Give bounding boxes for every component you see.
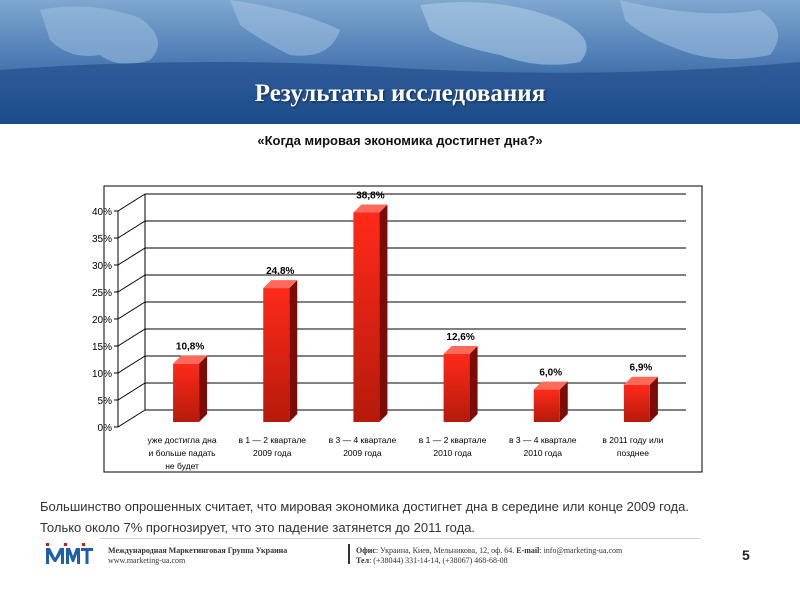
category-label-6: позднее (617, 448, 649, 458)
floor-edge (117, 409, 146, 428)
bar-chart: 0% 5% 10% 15% 20% 25% 30% 35% 40% 10,8% 24,8% 38,8… (92, 185, 703, 473)
y-tick-label: 10% (92, 369, 112, 380)
org-name: Международная Маркетинговая Группа Украи… (108, 546, 288, 555)
footer-organization: Международная Маркетинговая Группа Украи… (108, 546, 287, 566)
bar-front (533, 389, 560, 422)
bar-5 (533, 381, 568, 422)
data-label-2: 24,8% (266, 266, 294, 277)
data-label-3: 38,8% (356, 190, 384, 201)
data-label-6: 6,9% (630, 363, 653, 374)
y-tick-label: 20% (92, 315, 112, 326)
tel-label: Тел (356, 556, 370, 565)
gridline-diagonal (117, 301, 146, 320)
email-text[interactable]: : info@marketing-ua.com (539, 546, 623, 555)
slide-title: Результаты исследования (254, 80, 546, 107)
bar-side (559, 381, 568, 422)
office-label: Офис (356, 546, 376, 555)
y-tick-label: 0% (98, 423, 113, 434)
bar-4 (443, 345, 478, 422)
gridline-diagonal (117, 193, 146, 212)
category-label-1: не будет (165, 461, 199, 471)
bar-side (649, 376, 658, 422)
gridline-diagonal (117, 247, 146, 266)
footer-separator (348, 544, 350, 564)
y-tick-label: 30% (92, 261, 112, 272)
data-label-1: 10,8% (176, 342, 204, 353)
footer-divider (100, 538, 700, 539)
category-label-5: в 3 — 4 квартале (509, 435, 577, 445)
bar-top (623, 376, 658, 385)
bar-side (289, 280, 298, 422)
bar-3 (353, 204, 388, 422)
data-label-4: 12,6% (446, 332, 474, 343)
bar-6 (623, 376, 658, 422)
footer-contact: Офис: Украина, Киев, Мельникова, 12, оф.… (356, 546, 622, 566)
category-label-6: в 2011 году или (602, 435, 663, 445)
category-label-1: уже достигла дна (148, 435, 217, 445)
gridline-diagonal (117, 382, 146, 401)
tel-text: : (+38044) 331-14-14, (+38067) 468-68-08 (369, 556, 508, 565)
category-label-2: в 1 — 2 квартале (238, 435, 306, 445)
category-label-2: 2009 года (253, 448, 292, 458)
category-label-1: и больше падать (149, 448, 217, 458)
world-map-background (0, 0, 800, 124)
category-label-4: в 1 — 2 квартале (419, 435, 487, 445)
bar-1 (173, 355, 208, 422)
header-banner: Результаты исследования (0, 0, 800, 124)
chart-question: «Когда мировая экономика достигнет дна?» (257, 133, 543, 148)
y-tick-label: 15% (92, 342, 112, 353)
org-website[interactable]: www.marketing-ua.com (108, 556, 186, 565)
chart-frame (103, 185, 703, 473)
category-label-3: 2009 года (343, 448, 382, 458)
bar-side (469, 345, 478, 422)
bar-top (353, 204, 388, 213)
bar-side (379, 204, 388, 422)
y-tick-label: 25% (92, 288, 112, 299)
gridline-diagonal (117, 274, 146, 293)
gridline-diagonal (117, 328, 146, 347)
bar-front (623, 384, 650, 422)
bar-front (173, 363, 200, 422)
office-text: : Украина, Киев, Мельникова, 12, оф. 64. (375, 546, 517, 555)
bar-front (353, 212, 380, 422)
category-label-3: в 3 — 4 квартале (329, 435, 397, 445)
y-tick-label: 5% (98, 396, 113, 407)
bar-front (443, 353, 470, 422)
y-tick-label: 35% (92, 234, 112, 245)
category-label-5: 2010 года (524, 448, 563, 458)
gridline-diagonal (117, 355, 146, 374)
category-label-4: 2010 года (433, 448, 472, 458)
company-logo (46, 543, 93, 564)
summary-line-1: Большинство опрошенных считает, что миро… (40, 499, 689, 514)
bar-top (533, 381, 568, 390)
bar-top (263, 280, 298, 289)
data-label-5: 6,0% (539, 368, 562, 379)
bar-front (263, 288, 290, 422)
y-tick-label: 40% (92, 207, 112, 218)
bar-side (199, 355, 208, 422)
email-label: E-mail (516, 546, 540, 555)
gridline-diagonal (117, 220, 146, 239)
summary-line-2: Только около 7% прогнозирует, что это па… (40, 520, 476, 535)
summary-text: Большинство опрошенных считает, что миро… (40, 496, 780, 538)
bar-top (443, 345, 478, 354)
bar-2 (263, 280, 298, 422)
page-number: 5 (742, 547, 750, 563)
bar-top (173, 355, 208, 364)
